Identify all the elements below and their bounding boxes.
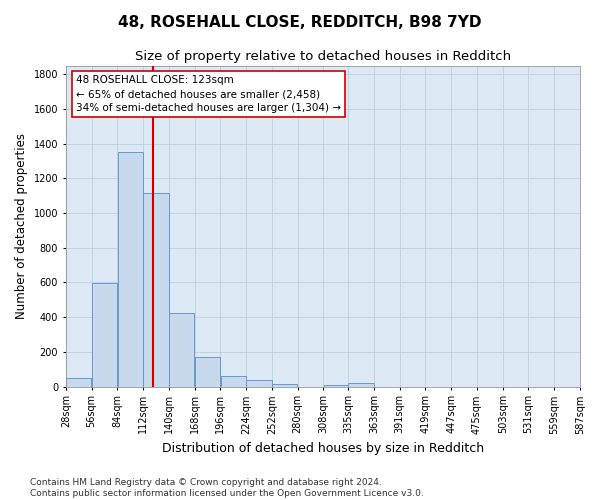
X-axis label: Distribution of detached houses by size in Redditch: Distribution of detached houses by size … [162, 442, 484, 455]
Text: Contains HM Land Registry data © Crown copyright and database right 2024.
Contai: Contains HM Land Registry data © Crown c… [30, 478, 424, 498]
Bar [118, 152, 143, 386]
Bar [247, 380, 272, 386]
Text: 48, ROSEHALL CLOSE, REDDITCH, B98 7YD: 48, ROSEHALL CLOSE, REDDITCH, B98 7YD [118, 15, 482, 30]
Bar [143, 193, 169, 386]
Bar [272, 384, 298, 386]
Bar [323, 385, 348, 386]
Bar [349, 383, 374, 386]
Bar [66, 378, 91, 386]
Bar [221, 376, 246, 386]
Bar [169, 313, 194, 386]
Bar [92, 284, 117, 387]
Title: Size of property relative to detached houses in Redditch: Size of property relative to detached ho… [135, 50, 511, 63]
Text: 48 ROSEHALL CLOSE: 123sqm
← 65% of detached houses are smaller (2,458)
34% of se: 48 ROSEHALL CLOSE: 123sqm ← 65% of detac… [76, 75, 341, 113]
Bar [195, 357, 220, 386]
Y-axis label: Number of detached properties: Number of detached properties [15, 133, 28, 319]
